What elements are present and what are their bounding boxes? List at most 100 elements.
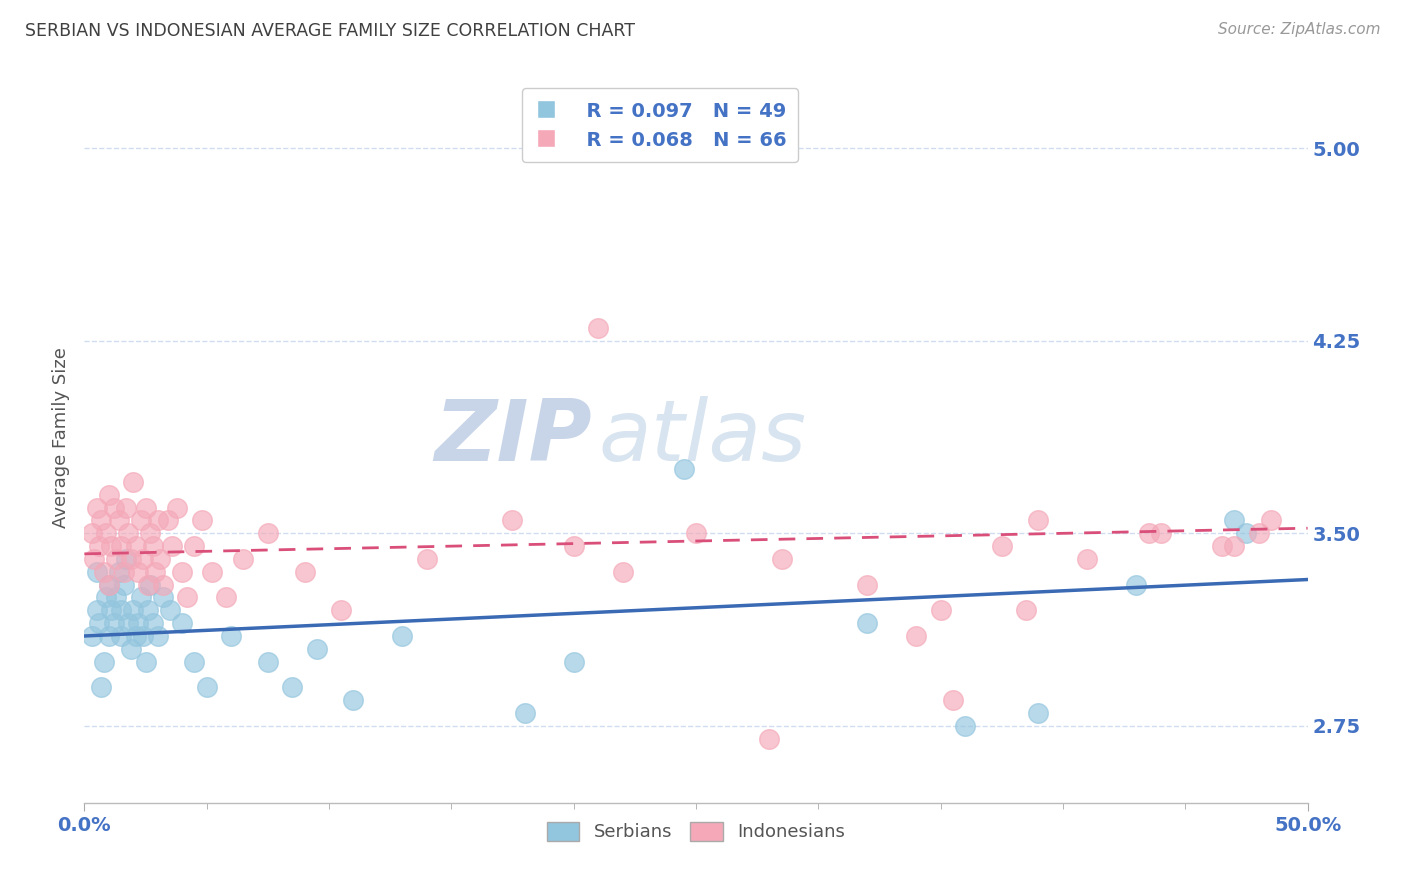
Point: [152, 577, 174, 591]
Point: [107, 565, 129, 579]
Point: [132, 629, 155, 643]
Point: [120, 641, 142, 656]
Point: [305, 641, 328, 656]
Point: [1028, 514, 1050, 528]
Point: [100, 539, 122, 553]
Point: [856, 616, 879, 631]
Point: [770, 552, 793, 566]
Point: [100, 603, 122, 617]
Point: [1211, 539, 1233, 553]
Point: [115, 500, 138, 515]
Point: [86, 603, 108, 617]
Point: [96, 526, 118, 541]
Point: [942, 693, 965, 707]
Point: [156, 514, 179, 528]
Point: [219, 629, 242, 643]
Point: [342, 693, 364, 707]
Point: [330, 603, 353, 617]
Point: [562, 655, 585, 669]
Point: [166, 500, 188, 515]
Point: [152, 591, 174, 605]
Point: [135, 500, 157, 515]
Point: [1150, 526, 1173, 541]
Point: [1076, 552, 1098, 566]
Point: [112, 565, 135, 579]
Point: [159, 603, 181, 617]
Text: atlas: atlas: [598, 395, 806, 479]
Point: [127, 616, 149, 631]
Point: [1125, 577, 1147, 591]
Point: [129, 591, 152, 605]
Point: [136, 577, 159, 591]
Point: [149, 552, 172, 566]
Point: [1247, 526, 1270, 541]
Point: [83, 552, 105, 566]
Point: [103, 616, 125, 631]
Point: [143, 565, 166, 579]
Y-axis label: Average Family Size: Average Family Size: [52, 347, 70, 527]
Point: [1236, 526, 1258, 541]
Point: [991, 539, 1014, 553]
Point: [200, 565, 222, 579]
Point: [87, 539, 110, 553]
Text: SERBIAN VS INDONESIAN AVERAGE FAMILY SIZE CORRELATION CHART: SERBIAN VS INDONESIAN AVERAGE FAMILY SIZ…: [25, 22, 636, 40]
Point: [172, 565, 194, 579]
Point: [90, 681, 112, 695]
Point: [110, 539, 132, 553]
Point: [146, 514, 169, 528]
Point: [87, 616, 110, 631]
Point: [391, 629, 413, 643]
Point: [281, 681, 304, 695]
Point: [183, 539, 205, 553]
Point: [120, 552, 142, 566]
Point: [856, 577, 879, 591]
Point: [103, 500, 125, 515]
Point: [162, 539, 184, 553]
Point: [1223, 539, 1246, 553]
Point: [125, 539, 148, 553]
Point: [1260, 514, 1282, 528]
Point: [86, 500, 108, 515]
Point: [97, 629, 120, 643]
Point: [562, 539, 585, 553]
Point: [195, 681, 218, 695]
Point: [142, 539, 165, 553]
Point: [93, 655, 115, 669]
Point: [257, 655, 280, 669]
Point: [135, 655, 157, 669]
Point: [96, 591, 118, 605]
Text: ZIP: ZIP: [434, 395, 592, 479]
Point: [97, 577, 120, 591]
Legend: Serbians, Indonesians: Serbians, Indonesians: [540, 814, 852, 848]
Point: [110, 603, 132, 617]
Point: [139, 577, 162, 591]
Point: [139, 526, 162, 541]
Point: [176, 591, 198, 605]
Point: [183, 655, 205, 669]
Point: [97, 577, 120, 591]
Point: [93, 565, 115, 579]
Point: [115, 552, 138, 566]
Point: [80, 526, 103, 541]
Point: [191, 514, 214, 528]
Point: [86, 565, 108, 579]
Point: [146, 629, 169, 643]
Point: [132, 552, 155, 566]
Text: Source: ZipAtlas.com: Source: ZipAtlas.com: [1218, 22, 1381, 37]
Point: [112, 577, 135, 591]
Point: [117, 526, 139, 541]
Point: [125, 629, 148, 643]
Point: [90, 514, 112, 528]
Point: [685, 526, 707, 541]
Point: [136, 603, 159, 617]
Point: [122, 475, 145, 489]
Point: [905, 629, 928, 643]
Point: [232, 552, 254, 566]
Point: [953, 719, 976, 733]
Point: [672, 462, 695, 476]
Point: [416, 552, 439, 566]
Point: [142, 616, 165, 631]
Point: [122, 603, 145, 617]
Point: [97, 488, 120, 502]
Point: [105, 552, 128, 566]
